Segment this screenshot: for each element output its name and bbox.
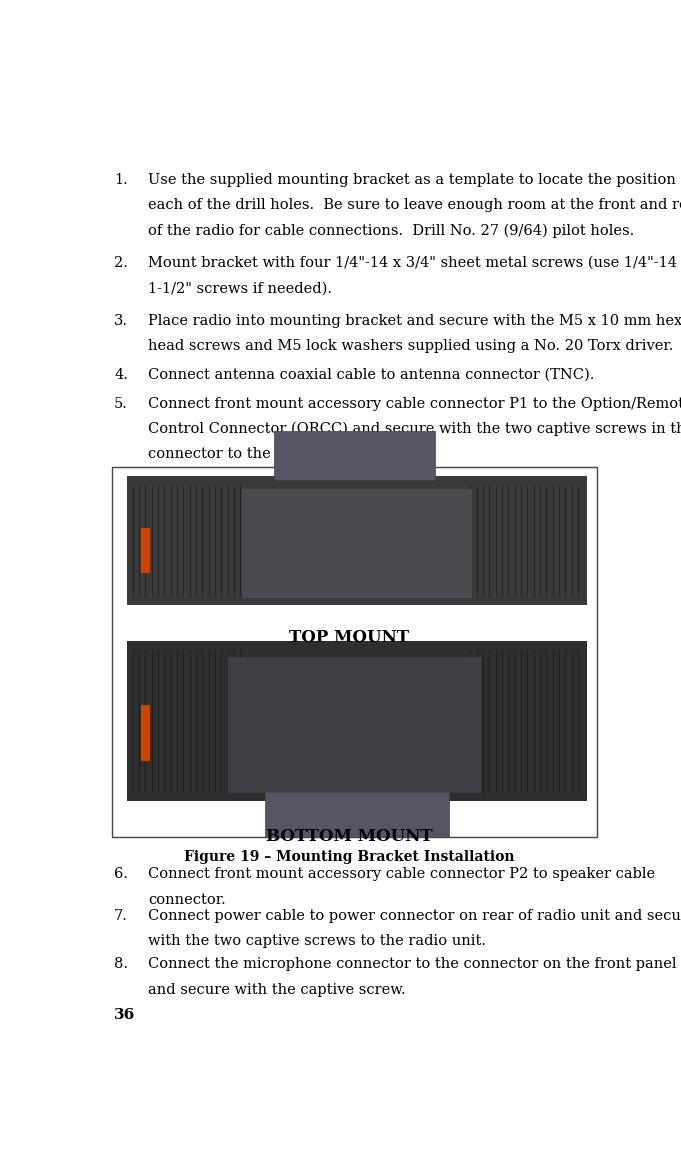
- Text: Connect front mount accessory cable connector P1 to the Option/Remote: Connect front mount accessory cable conn…: [148, 397, 681, 411]
- Text: 36: 36: [114, 1008, 136, 1022]
- Bar: [127, 641, 586, 801]
- Text: Connect front mount accessory cable connector P2 to speaker cable: Connect front mount accessory cable conn…: [148, 868, 656, 882]
- Text: Figure 19 – Mounting Bracket Installation: Figure 19 – Mounting Bracket Installatio…: [184, 850, 514, 864]
- Text: 5.: 5.: [114, 397, 128, 411]
- Text: 2.: 2.: [114, 256, 128, 271]
- Text: Control Connector (ORCC) and secure with the two captive screws in the: Control Connector (ORCC) and secure with…: [148, 422, 681, 437]
- Text: 6.: 6.: [114, 868, 128, 882]
- Text: Connect antenna coaxial cable to antenna connector (TNC).: Connect antenna coaxial cable to antenna…: [148, 368, 595, 382]
- Text: and secure with the captive screw.: and secure with the captive screw.: [148, 982, 406, 997]
- Text: with the two captive screws to the radio unit.: with the two captive screws to the radio…: [148, 934, 486, 949]
- Text: 7.: 7.: [114, 909, 128, 923]
- Text: Place radio into mounting bracket and secure with the M5 x 10 mm hex: Place radio into mounting bracket and se…: [148, 314, 681, 328]
- Bar: [127, 475, 586, 605]
- Bar: [274, 431, 435, 480]
- Text: Connect the microphone connector to the connector on the front panel: Connect the microphone connector to the …: [148, 958, 677, 972]
- Text: BOTTOM MOUNT: BOTTOM MOUNT: [266, 828, 432, 844]
- Text: connector.: connector.: [148, 892, 226, 906]
- Text: 1-1/2" screws if needed).: 1-1/2" screws if needed).: [148, 281, 332, 295]
- Text: 8.: 8.: [114, 958, 128, 972]
- Text: connector to the radio.: connector to the radio.: [148, 447, 319, 461]
- Text: of the radio for cable connections.  Drill No. 27 (9/64) pilot holes.: of the radio for cable connections. Dril…: [148, 224, 635, 238]
- Bar: [112, 467, 597, 836]
- Text: head screws and M5 lock washers supplied using a No. 20 Torx driver.: head screws and M5 lock washers supplied…: [148, 338, 674, 352]
- Text: Mount bracket with four 1/4"-14 x 3/4" sheet metal screws (use 1/4"-14 x: Mount bracket with four 1/4"-14 x 3/4" s…: [148, 256, 681, 271]
- Bar: [140, 527, 150, 573]
- Bar: [228, 657, 481, 793]
- Text: Use the supplied mounting bracket as a template to locate the position for: Use the supplied mounting bracket as a t…: [148, 173, 681, 187]
- Text: Connect power cable to power connector on rear of radio unit and secure: Connect power cable to power connector o…: [148, 909, 681, 923]
- Text: each of the drill holes.  Be sure to leave enough room at the front and rear: each of the drill holes. Be sure to leav…: [148, 198, 681, 212]
- Text: 3.: 3.: [114, 314, 128, 328]
- Text: 1.: 1.: [114, 173, 128, 187]
- Bar: [242, 488, 472, 598]
- Bar: [140, 705, 150, 761]
- Text: 4.: 4.: [114, 368, 128, 382]
- Text: TOP MOUNT: TOP MOUNT: [289, 629, 409, 646]
- Bar: [265, 792, 449, 836]
